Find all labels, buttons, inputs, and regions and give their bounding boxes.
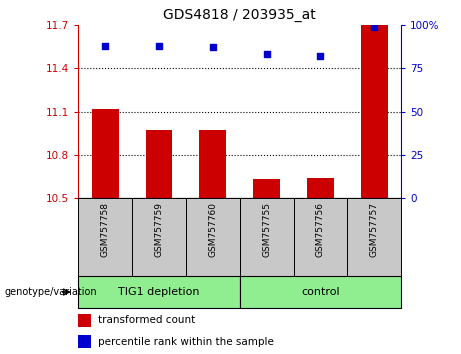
Bar: [132, 198, 186, 276]
Bar: [240, 198, 294, 276]
Bar: [361, 25, 388, 198]
Text: TIG1 depletion: TIG1 depletion: [118, 287, 200, 297]
Text: GSM757758: GSM757758: [101, 202, 110, 257]
Text: control: control: [301, 287, 340, 297]
Text: genotype/variation: genotype/variation: [5, 287, 97, 297]
Bar: [347, 198, 401, 276]
Bar: [253, 179, 280, 198]
Text: GSM757759: GSM757759: [154, 202, 164, 257]
Point: [263, 51, 270, 57]
Bar: [78, 198, 132, 276]
Point: [155, 43, 163, 48]
Title: GDS4818 / 203935_at: GDS4818 / 203935_at: [163, 8, 316, 22]
Bar: [78, 314, 91, 327]
Bar: [199, 130, 226, 198]
Text: transformed count: transformed count: [98, 315, 195, 325]
Point: [209, 45, 217, 50]
Bar: [186, 198, 240, 276]
Bar: [78, 335, 91, 348]
Bar: [294, 198, 347, 276]
Point: [317, 53, 324, 59]
Text: GSM757756: GSM757756: [316, 202, 325, 257]
Text: percentile rank within the sample: percentile rank within the sample: [98, 337, 274, 347]
Text: GSM757757: GSM757757: [370, 202, 378, 257]
Bar: [240, 276, 401, 308]
Text: GSM757760: GSM757760: [208, 202, 217, 257]
Bar: [92, 109, 118, 198]
Text: GSM757755: GSM757755: [262, 202, 271, 257]
Point: [101, 43, 109, 48]
Point: [371, 24, 378, 29]
Bar: [307, 178, 334, 198]
Bar: [78, 276, 240, 308]
Bar: [146, 130, 172, 198]
